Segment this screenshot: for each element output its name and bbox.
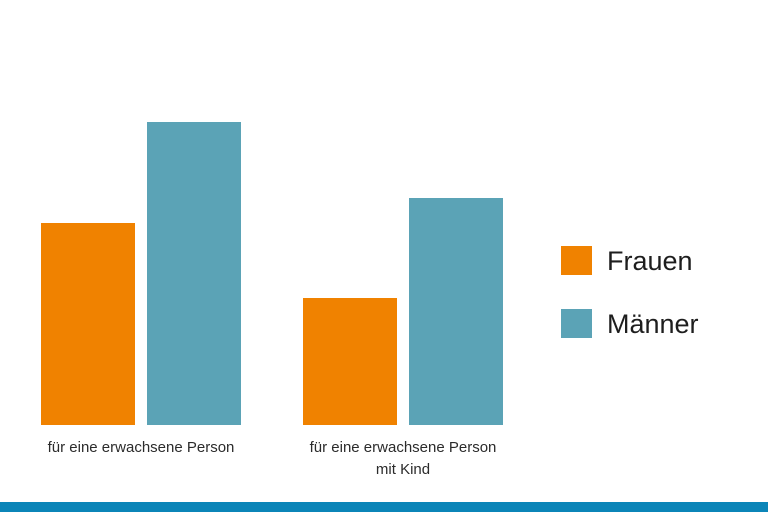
bar-frauen-0 — [41, 223, 135, 425]
legend: Frauen Männer — [561, 246, 699, 339]
category-label-1-line-0: für eine erwachsene Person — [310, 439, 497, 456]
legend-swatch-männer — [561, 309, 592, 338]
bar-männer-0 — [147, 122, 241, 425]
category-label-1-line-1: mit Kind — [376, 461, 430, 478]
legend-label-frauen: Frauen — [607, 246, 693, 276]
bar-männer-1 — [409, 198, 503, 425]
category-label-0-line-0: für eine erwachsene Person — [48, 439, 235, 456]
legend-label-männer: Männer — [607, 309, 699, 339]
category-labels-group: für eine erwachsene Person für eine erwac… — [48, 439, 497, 478]
bars-group — [41, 122, 503, 425]
bar-frauen-1 — [303, 298, 397, 425]
bottom-accent-bar — [0, 502, 768, 512]
legend-swatch-frauen — [561, 246, 592, 275]
